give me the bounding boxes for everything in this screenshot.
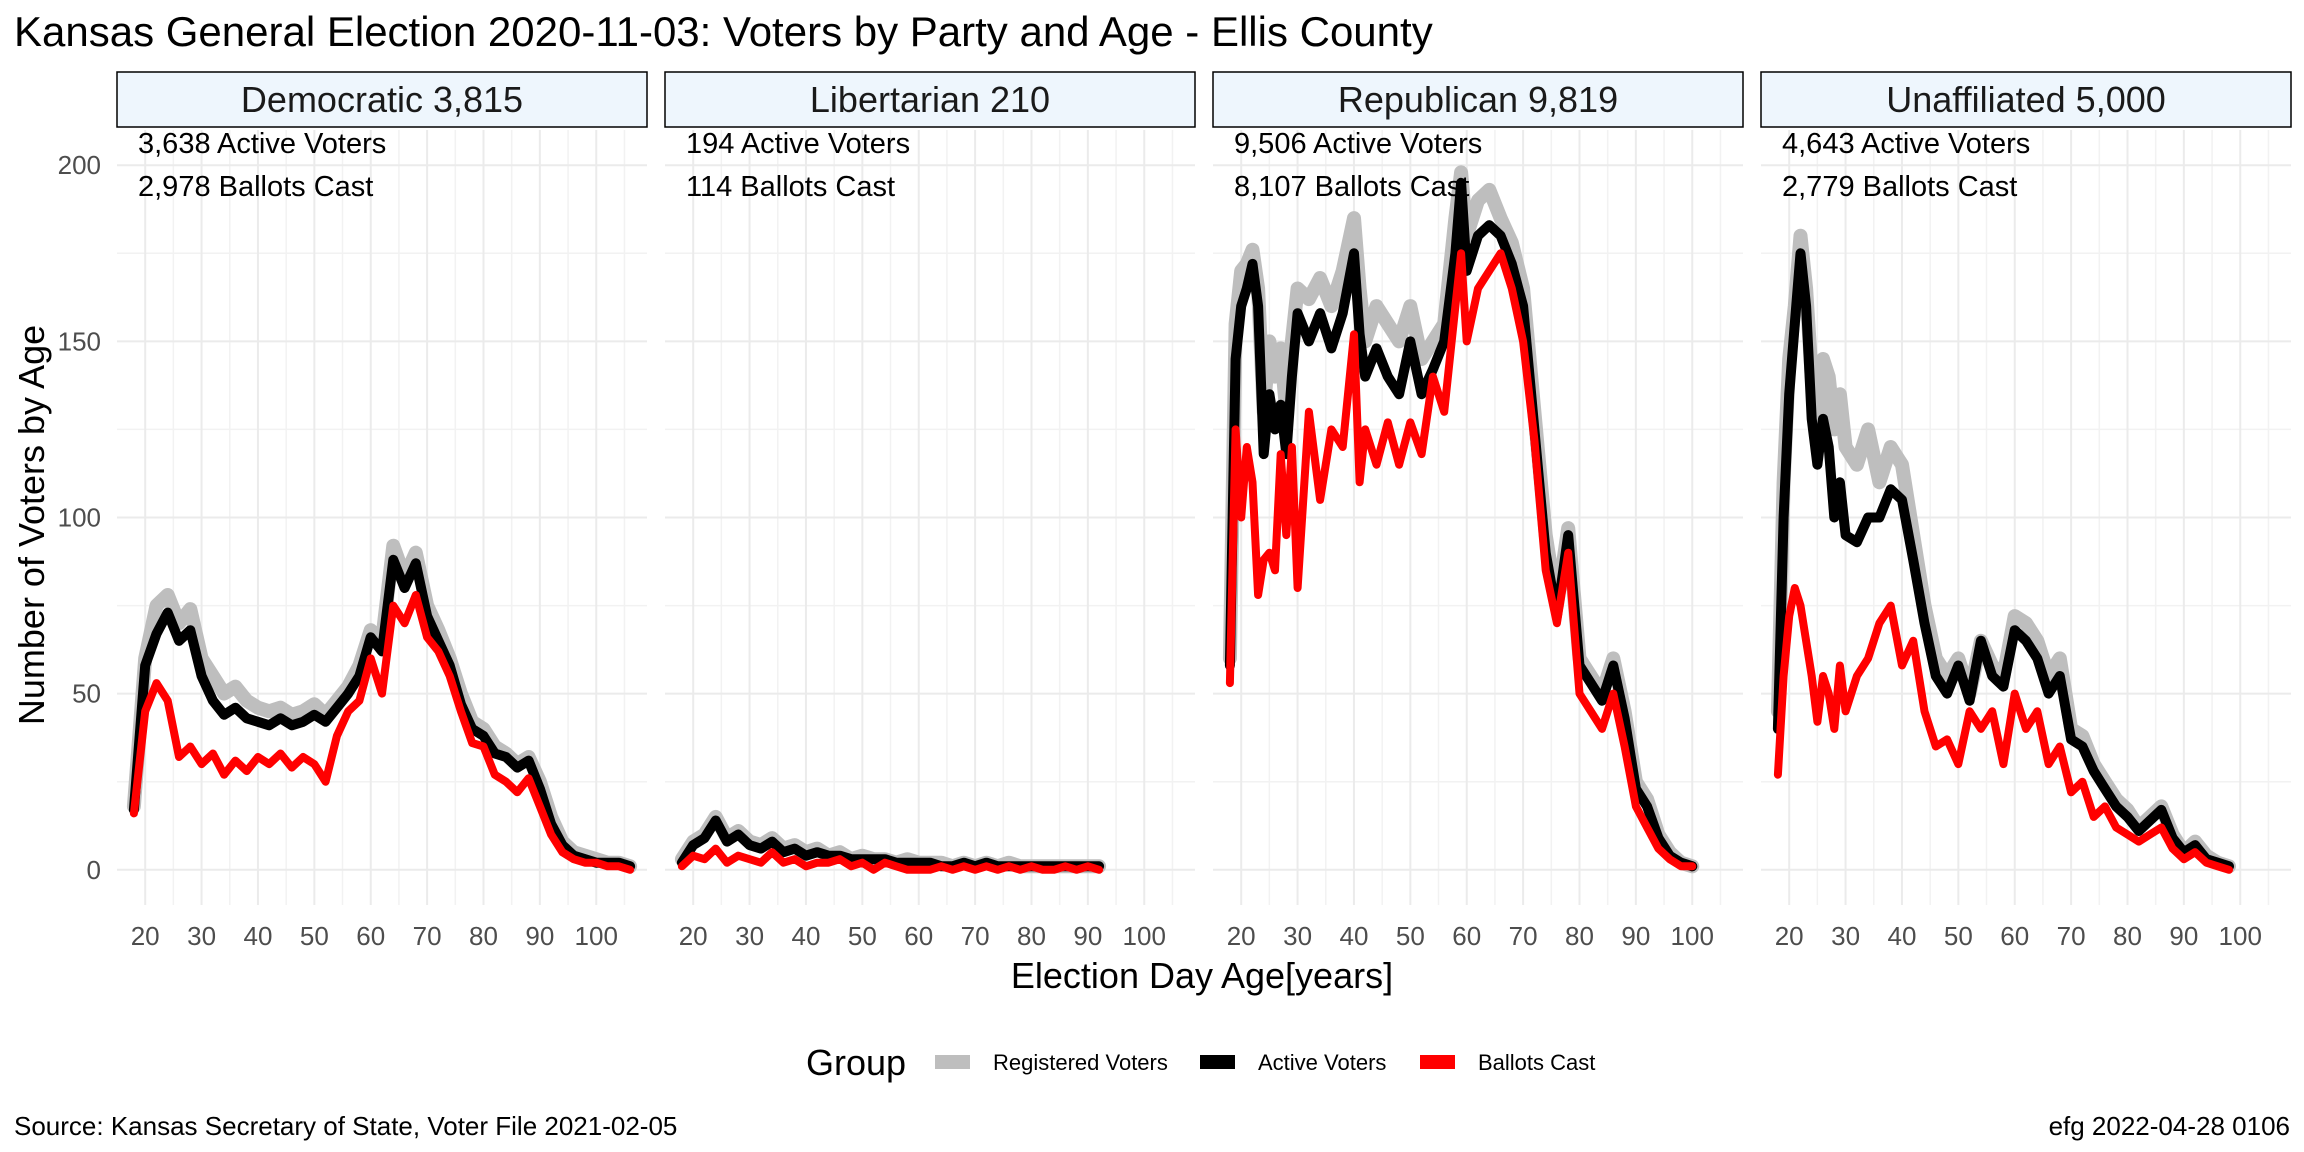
ballots-cast-annotation: 2,779 Ballots Cast <box>1782 171 2017 203</box>
x-tick-label: 50 <box>300 921 329 951</box>
legend-label: Ballots Cast <box>1478 1050 1595 1075</box>
x-tick-label: 50 <box>848 921 877 951</box>
y-tick-label: 50 <box>72 679 101 709</box>
x-tick-label: 40 <box>243 921 272 951</box>
active-voters-annotation: 9,506 Active Voters <box>1234 128 1482 160</box>
x-tick-label: 70 <box>2057 921 2086 951</box>
x-tick-label: 40 <box>1339 921 1368 951</box>
panel-libertarian: Libertarian 210 194 Active Voters 114 Ball… <box>664 71 1196 951</box>
legend-label: Active Voters <box>1258 1050 1386 1075</box>
panel-strip-label: Democratic 3,815 <box>241 79 523 120</box>
y-tick-label: 200 <box>58 150 101 180</box>
x-tick-label: 100 <box>575 921 618 951</box>
x-tick-label: 100 <box>1671 921 1714 951</box>
x-tick-label: 50 <box>1944 921 1973 951</box>
x-tick-label: 70 <box>1509 921 1538 951</box>
active-voters-annotation: 3,638 Active Voters <box>138 128 386 160</box>
x-tick-label: 80 <box>469 921 498 951</box>
y-axis-title: Number of Voters by Age <box>11 325 52 725</box>
panel-strip <box>116 71 648 128</box>
panel-strip-label: Republican 9,819 <box>1338 79 1618 120</box>
x-tick-label: 20 <box>1775 921 1804 951</box>
series-line-active-voters <box>1772 248 2234 872</box>
x-tick-label: 60 <box>904 921 933 951</box>
series-line-ballots-cast <box>1225 249 1697 871</box>
series-line-active-voters <box>1224 177 1698 872</box>
x-tick-label: 20 <box>679 921 708 951</box>
x-tick-label: 30 <box>1283 921 1312 951</box>
x-tick-label: 100 <box>2219 921 2262 951</box>
x-tick-label: 80 <box>1565 921 1594 951</box>
x-tick-label: 30 <box>1831 921 1860 951</box>
x-tick-label: 90 <box>2169 921 2198 951</box>
x-tick-label: 80 <box>2113 921 2142 951</box>
x-tick-label: 30 <box>735 921 764 951</box>
x-tick-label: 80 <box>1017 921 1046 951</box>
credit-caption: efg 2022-04-28 0106 <box>2049 1111 2290 1141</box>
series-line-ballots-cast <box>129 591 635 874</box>
x-tick-label: 90 <box>525 921 554 951</box>
panel-strip <box>1760 71 2292 128</box>
source-caption: Source: Kansas Secretary of State, Voter… <box>14 1111 677 1141</box>
ballots-cast-annotation: 2,978 Ballots Cast <box>138 171 373 203</box>
panel-strip-label: Libertarian 210 <box>810 79 1050 120</box>
x-tick-label: 40 <box>791 921 820 951</box>
ballots-cast-annotation: 114 Ballots Cast <box>686 171 895 203</box>
legend-label: Registered Voters <box>993 1050 1168 1075</box>
series-line-active-voters <box>128 554 636 872</box>
x-axis-title: Election Day Age[years] <box>1011 955 1393 996</box>
x-tick-label: 90 <box>1073 921 1102 951</box>
x-tick-label: 60 <box>356 921 385 951</box>
panel-strip <box>1212 71 1744 128</box>
y-tick-label: 100 <box>58 503 101 533</box>
ballots-cast-annotation: 8,107 Ballots Cast <box>1234 171 1469 203</box>
x-tick-label: 60 <box>1452 921 1481 951</box>
x-tick-label: 90 <box>1621 921 1650 951</box>
active-voters-annotation: 194 Active Voters <box>686 128 910 160</box>
active-voters-annotation: 4,643 Active Voters <box>1782 128 2030 160</box>
x-tick-label: 70 <box>961 921 990 951</box>
x-tick-label: 40 <box>1887 921 1916 951</box>
series-line-ballots-cast <box>677 844 1104 874</box>
x-tick-label: 70 <box>413 921 442 951</box>
x-tick-label: 20 <box>1227 921 1256 951</box>
x-tick-label: 30 <box>187 921 216 951</box>
legend-title: Group <box>806 1042 906 1083</box>
y-tick-label: 150 <box>58 326 101 356</box>
x-tick-label: 100 <box>1123 921 1166 951</box>
panel-democratic: Democratic 3,815 3,638 Active Voters 2,978… <box>116 71 648 951</box>
facet-panels: Democratic 3,815 3,638 Active Voters 2,978… <box>58 71 2292 951</box>
series-line-ballots-cast <box>1773 584 2233 874</box>
panel-strip-label: Unaffiliated 5,000 <box>1886 79 2166 120</box>
y-tick-label: 0 <box>87 855 101 885</box>
chart-title: Kansas General Election 2020-11-03: Vote… <box>14 8 1433 55</box>
legend: Group Registered Voters Active Voters Ball… <box>806 1042 1595 1083</box>
x-tick-label: 20 <box>131 921 160 951</box>
x-tick-label: 60 <box>2000 921 2029 951</box>
panel-republican: Republican 9,819 9,506 Active Voters 8,107… <box>1212 71 1744 951</box>
y-axis-labels: 0 50 100 150 200 <box>58 150 101 885</box>
panel-unaffiliated: Unaffiliated 5,000 4,643 Active Voters 2,7… <box>1760 71 2292 951</box>
x-tick-label: 50 <box>1396 921 1425 951</box>
series-line-registered-voters <box>126 538 638 874</box>
panel-strip <box>664 71 1196 128</box>
